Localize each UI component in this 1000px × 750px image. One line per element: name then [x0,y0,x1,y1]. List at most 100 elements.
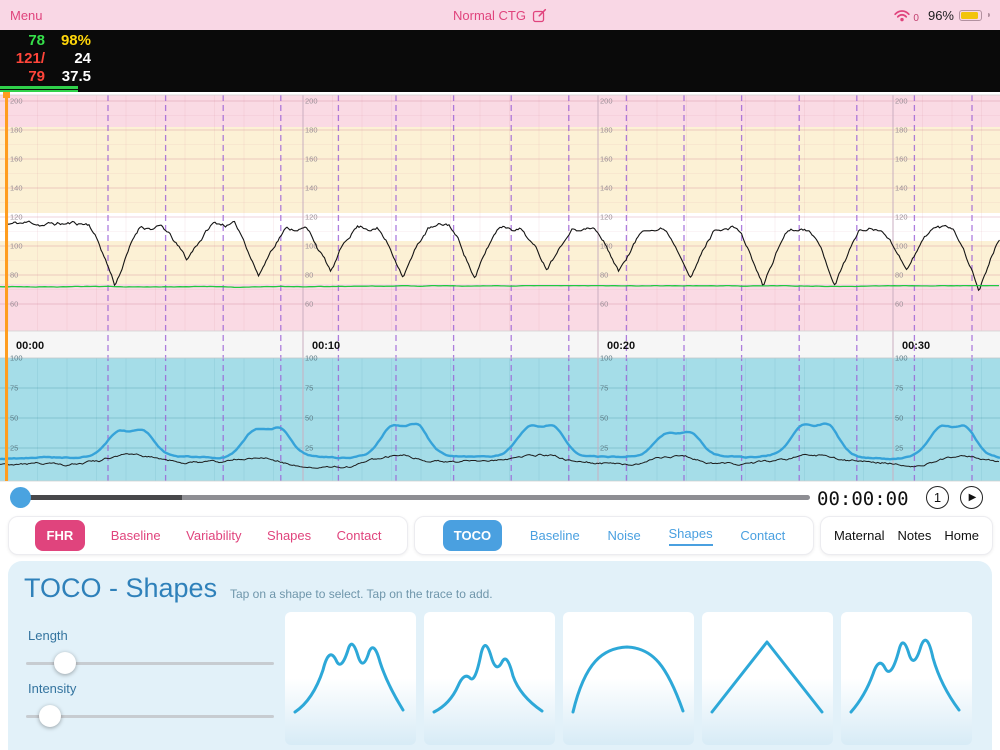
tab-toco-noise[interactable]: Noise [607,528,641,543]
menu-button[interactable]: Menu [10,7,43,23]
svg-text:100: 100 [895,242,908,251]
tab-toco-contact[interactable]: Contact [740,528,786,543]
vital-spo2: 98% [60,32,91,49]
shape-curve [571,645,685,714]
svg-text:75: 75 [895,384,903,393]
scrubber-track[interactable] [12,495,810,500]
length-label: Length [28,628,68,643]
tab-home[interactable]: Home [944,528,980,543]
svg-text:160: 160 [10,155,23,164]
svg-text:120: 120 [305,213,318,222]
play-button[interactable]: ▶ [960,486,983,509]
svg-text:160: 160 [305,155,318,164]
tab-fhr[interactable]: FHR [34,520,86,551]
wifi-count: 0 [913,12,919,24]
svg-text:140: 140 [600,184,613,193]
svg-text:180: 180 [600,126,613,135]
svg-text:100: 100 [305,354,318,363]
tab-fhr-baseline[interactable]: Baseline [110,528,161,543]
shape-card-wavy-multi-peak[interactable] [285,612,416,745]
length-slider[interactable] [26,652,274,674]
svg-text:00:00: 00:00 [16,340,44,352]
intensity-label: Intensity [28,681,77,696]
svg-text:60: 60 [600,300,608,309]
shape-card-wavy-steep[interactable] [841,612,972,745]
vital-heart-rate: 78 [28,32,45,49]
svg-text:60: 60 [10,300,18,309]
fhr-tab-group: FHR Baseline Variability Shapes Contact [8,516,408,555]
toco-tab-group: TOCO Baseline Noise Shapes Contact [414,516,814,555]
nav-tab-group: Maternal Notes Home [820,516,993,555]
svg-text:00:30: 00:30 [902,340,930,352]
svg-text:60: 60 [305,300,313,309]
panel-title: TOCO - Shapes [24,573,218,603]
tab-toco-shapes[interactable]: Shapes [668,526,713,546]
svg-text:00:20: 00:20 [607,340,635,352]
shape-curve [710,640,824,714]
play-icon: ▶ [968,492,977,503]
svg-text:75: 75 [10,384,18,393]
svg-text:180: 180 [895,126,908,135]
length-slider-track[interactable] [26,662,274,665]
shape-card-wavy-irregular[interactable] [424,612,555,745]
svg-text:25: 25 [10,444,18,453]
page-title: Normal CTG [453,7,526,23]
page-indicator[interactable]: 1 [926,486,949,509]
vitals-grid: 78 98% 121/ 24 79 37.5 [0,32,94,86]
battery-nub [988,13,990,17]
svg-text:25: 25 [305,444,313,453]
svg-text:50: 50 [600,414,608,423]
compose-icon[interactable] [532,8,547,23]
tab-fhr-contact[interactable]: Contact [336,528,382,543]
vital-respiration: 24 [74,50,91,67]
tab-notes[interactable]: Notes [897,528,932,543]
svg-text:200: 200 [10,97,23,106]
vital-bp-diastolic: 79 [28,68,45,85]
vital-bp-systolic: 121/ [15,50,45,67]
tab-toco[interactable]: TOCO [442,520,503,551]
length-slider-thumb[interactable] [54,652,76,674]
document-title-wrap: Normal CTG [453,8,547,23]
svg-text:50: 50 [895,414,903,423]
svg-text:140: 140 [895,184,908,193]
tab-fhr-variability[interactable]: Variability [186,528,242,543]
svg-text:100: 100 [305,242,318,251]
shape-curve [849,638,961,714]
svg-text:100: 100 [600,354,613,363]
svg-text:50: 50 [10,414,18,423]
svg-text:75: 75 [305,384,313,393]
tab-maternal[interactable]: Maternal [833,528,885,543]
svg-text:25: 25 [600,444,608,453]
panel-hint: Tap on a shape to select. Tap on the tra… [230,587,493,601]
shape-curve [432,644,544,714]
svg-text:100: 100 [895,354,908,363]
shape-card-triangle[interactable] [702,612,833,745]
svg-text:120: 120 [10,213,23,222]
tab-toco-baseline[interactable]: Baseline [529,528,580,543]
tab-fhr-shapes[interactable]: Shapes [267,528,312,543]
svg-text:120: 120 [600,213,613,222]
svg-text:140: 140 [305,184,318,193]
top-bar: Menu Normal CTG 0 96% [0,0,1000,30]
svg-text:120: 120 [895,213,908,222]
elapsed-time: 00:00:00 [817,488,909,510]
vitals-progress-bar [0,86,78,90]
intensity-slider-track[interactable] [26,715,274,718]
svg-text:00:10: 00:10 [312,340,340,352]
svg-text:60: 60 [895,300,903,309]
intensity-slider[interactable] [26,705,274,727]
scrubber-handle[interactable] [10,487,31,508]
battery-percent: 96% [927,7,954,23]
svg-text:80: 80 [895,271,903,280]
svg-text:200: 200 [600,97,613,106]
intensity-slider-thumb[interactable] [39,705,61,727]
shape-card-rounded-plateau[interactable] [563,612,694,745]
playback-bar: 00:00:00 1 ▶ [0,482,1000,513]
scrubber-progress [12,495,182,500]
svg-text:180: 180 [10,126,23,135]
ctg-chart[interactable]: 200 180 160 140 120 100 80 60 100 75 50 25 200 180 160… [0,92,1000,482]
vitals-panel: 78 98% 121/ 24 79 37.5 [0,30,1000,92]
svg-text:140: 140 [10,184,23,193]
svg-text:200: 200 [305,97,318,106]
